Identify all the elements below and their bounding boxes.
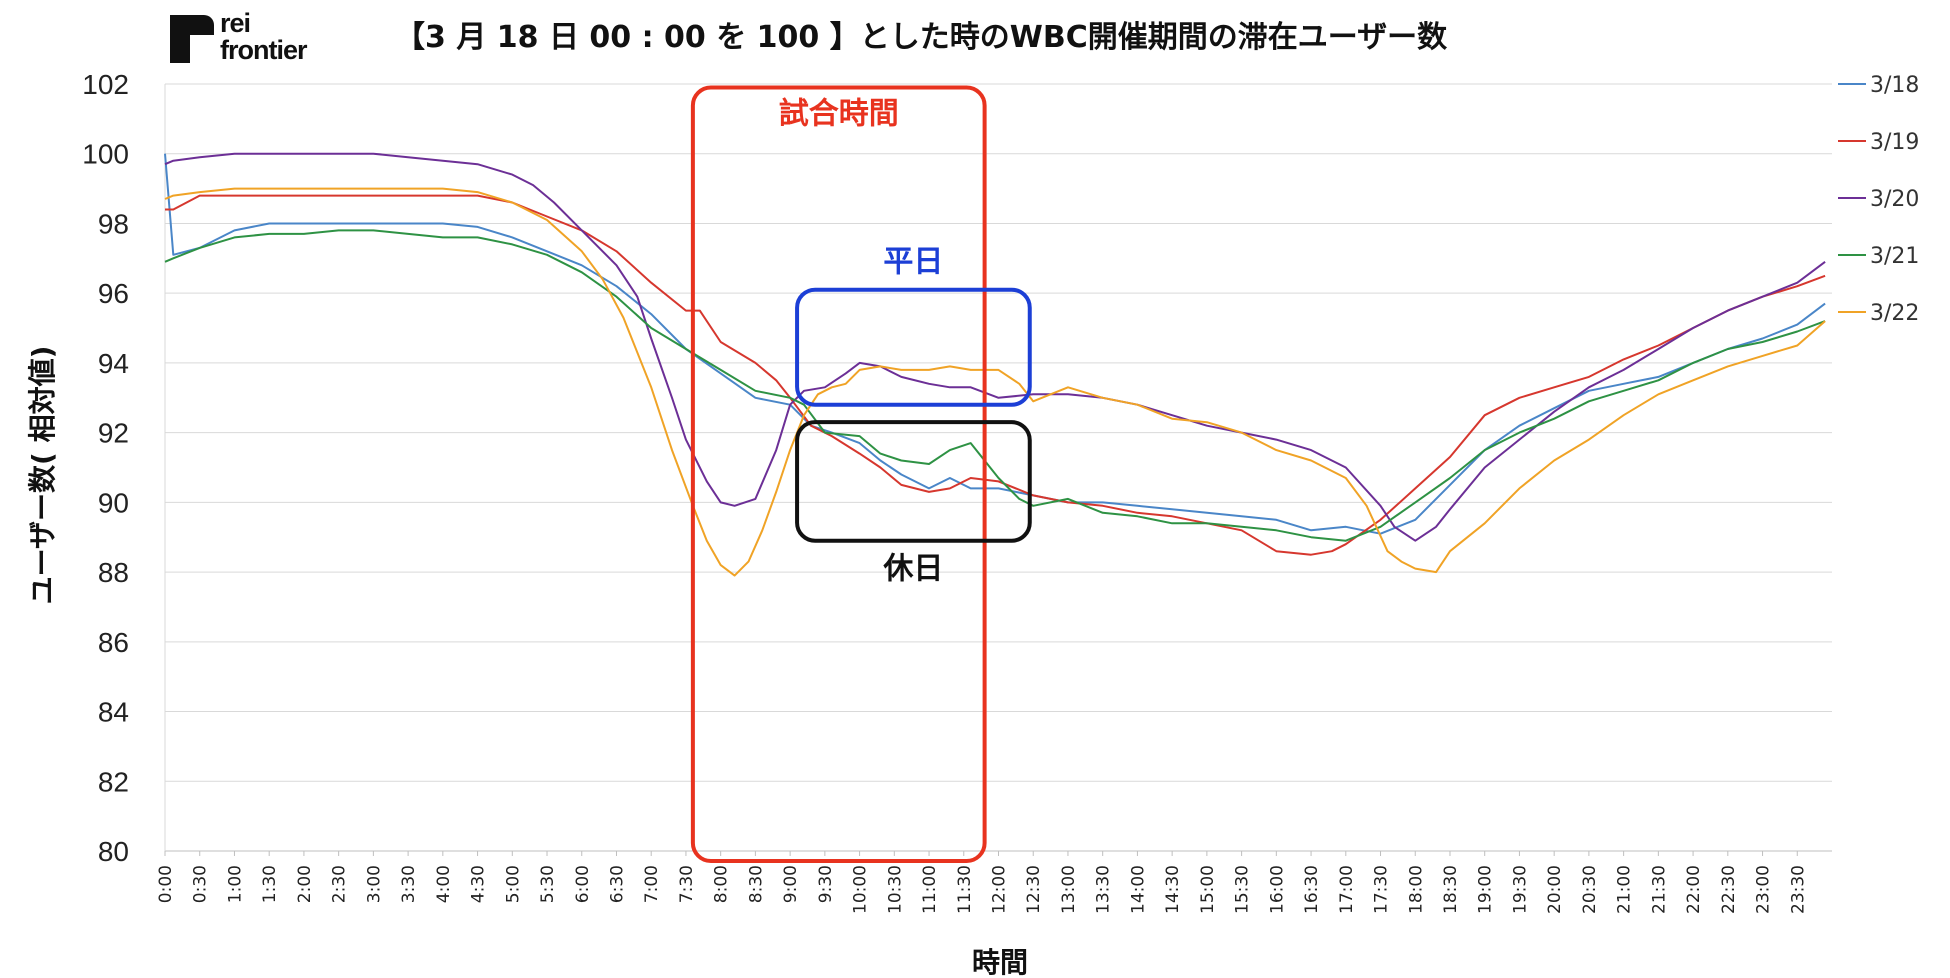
y-axis-title: ユーザー数( 相対値) (26, 346, 59, 605)
annotation-label: 休日 (882, 552, 943, 587)
series-line-3-22 (164, 187, 1826, 577)
x-tick-label: 1:30 (260, 865, 280, 903)
x-tick-label: 3:30 (399, 865, 419, 903)
x-tick-label: 18:00 (1406, 865, 1426, 914)
gridlines (164, 83, 1832, 852)
x-tick-label: 20:30 (1580, 865, 1600, 914)
legend-label: 3/21 (1870, 244, 1919, 269)
x-tick-label: 22:30 (1719, 865, 1739, 914)
x-tick-label: 3:00 (364, 865, 384, 903)
legend-label: 3/19 (1870, 130, 1919, 155)
x-tick-label: 21:30 (1649, 865, 1669, 914)
x-tick-label: 15:30 (1233, 865, 1253, 914)
y-tick-label: 98 (98, 208, 129, 239)
x-axis-title: 時間 (972, 946, 1028, 978)
x-tick-label: 19:30 (1510, 865, 1530, 914)
series-line-3-18 (164, 153, 1826, 535)
x-tick-label: 9:00 (781, 865, 801, 903)
x-tick-label: 17:30 (1372, 865, 1392, 914)
y-tick-label: 94 (98, 348, 129, 379)
x-tick-label: 1:00 (225, 865, 245, 903)
annotation-box (795, 287, 1032, 407)
series-line-3-20 (164, 152, 1826, 542)
x-tick-label: 23:00 (1754, 865, 1774, 914)
x-tick-label: 16:00 (1267, 865, 1287, 914)
legend-label: 3/18 (1870, 73, 1919, 98)
x-tick-label: 5:30 (538, 865, 558, 903)
x-tick-label: 13:00 (1059, 865, 1079, 914)
x-tick-label: 23:30 (1788, 865, 1808, 914)
x-tick-label: 12:30 (1024, 865, 1044, 914)
x-tick-label: 15:00 (1198, 865, 1218, 914)
annotation-label: 平日 (883, 245, 943, 280)
logo-line1: rei (220, 8, 251, 38)
x-tick-label: 7:00 (642, 865, 662, 903)
chart-title: 【3 月 18 日 00 : 00 を 100 】とした時のWBC開催期間の滞在… (395, 20, 1448, 55)
x-tick-label: 10:00 (851, 865, 871, 914)
x-tick-label: 14:00 (1128, 865, 1148, 914)
legend-label: 3/22 (1870, 301, 1919, 326)
series-line-3-21 (164, 229, 1826, 542)
x-tick-label: 17:00 (1337, 865, 1357, 914)
logo-line2: frontier (220, 35, 307, 65)
x-tick-label: 22:00 (1684, 865, 1704, 914)
series-line-3-19 (165, 194, 1826, 556)
y-axis-ticks: 80 82 84 86 88 90 92 94 96 98 100 102 (82, 69, 129, 867)
y-tick-label: 92 (98, 418, 129, 449)
x-tick-label: 6:30 (607, 865, 627, 903)
x-tick-label: 8:00 (712, 865, 732, 903)
x-tick-label: 20:00 (1545, 865, 1565, 914)
series-lines (164, 152, 1826, 577)
y-tick-label: 102 (82, 69, 129, 100)
x-tick-label: 21:00 (1615, 865, 1635, 914)
x-axis-ticks: 0:00 0:30 1:00 1:30 2:00 2:30 3:00 3:30 4:00 4:30… (156, 851, 1808, 914)
x-tick-label: 11:30 (955, 865, 975, 914)
x-tick-label: 2:30 (330, 865, 350, 903)
annotation-label: 試合時間 (779, 96, 899, 131)
x-tick-label: 9:30 (816, 865, 836, 903)
x-tick-label: 13:30 (1094, 865, 1114, 914)
x-tick-label: 0:00 (156, 865, 176, 903)
y-tick-label: 82 (98, 766, 129, 797)
annotation-box (795, 420, 1032, 543)
logo-text: rei frontier (220, 10, 307, 64)
y-tick-label: 100 (82, 139, 129, 170)
x-tick-label: 12:00 (990, 865, 1010, 914)
x-tick-label: 5:00 (503, 865, 523, 903)
y-tick-label: 90 (98, 487, 129, 518)
x-tick-label: 4:30 (469, 865, 489, 903)
x-tick-label: 16:30 (1302, 865, 1322, 914)
x-tick-label: 0:30 (191, 865, 211, 903)
x-tick-label: 14:30 (1163, 865, 1183, 914)
x-tick-label: 8:30 (746, 865, 766, 903)
x-tick-label: 4:00 (434, 865, 454, 903)
x-tick-label: 11:00 (920, 865, 940, 914)
y-tick-label: 86 (98, 627, 129, 658)
logo-mark-icon (170, 15, 214, 63)
x-tick-label: 19:00 (1476, 865, 1496, 914)
y-tick-label: 84 (98, 697, 129, 728)
x-tick-label: 7:30 (677, 865, 697, 903)
y-tick-label: 88 (98, 557, 129, 588)
annotation-box (690, 85, 987, 863)
legend: 3/18 3/19 3/20 3/21 3/22 (1838, 73, 1919, 326)
x-tick-label: 6:00 (573, 865, 593, 903)
x-tick-label: 10:30 (885, 865, 905, 914)
logo: rei frontier (170, 10, 350, 68)
y-tick-label: 96 (98, 278, 129, 309)
x-tick-label: 2:00 (295, 865, 315, 903)
y-tick-label: 80 (98, 836, 129, 867)
x-tick-label: 18:30 (1441, 865, 1461, 914)
legend-label: 3/20 (1870, 187, 1919, 212)
